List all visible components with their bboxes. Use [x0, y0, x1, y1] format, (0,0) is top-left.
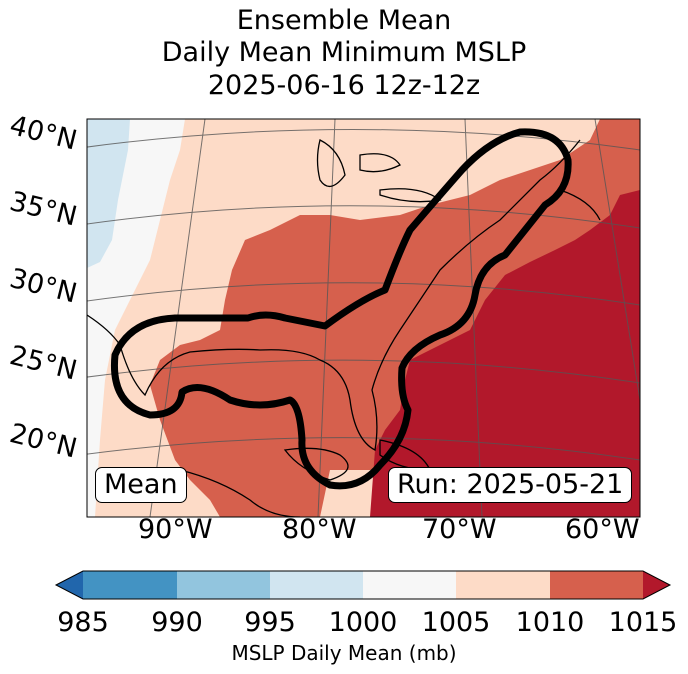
colorbar-label: MSLP Daily Mean (mb): [231, 641, 457, 665]
map-frame: [86, 118, 641, 518]
contour-line: [110, 128, 572, 490]
colorbar-tick: 1000: [328, 607, 398, 638]
lon-label-70w: 70°W: [422, 514, 497, 545]
colorbar-segment: [550, 571, 643, 599]
colorbar-tick: 1010: [515, 607, 585, 638]
title-line-2: Daily Mean Minimum MSLP: [161, 37, 527, 68]
graticule: [87, 119, 640, 517]
colorbar-tick: 995: [244, 607, 296, 638]
mean-label-box: Mean: [95, 467, 187, 503]
field-1015: [370, 190, 640, 517]
colorbar-extend-low: [56, 571, 83, 599]
colorbar-extend-high: [643, 571, 670, 599]
colorbar-segment: [177, 571, 270, 599]
colorbar-segment: [363, 571, 456, 599]
lon-label-90w: 90°W: [138, 514, 213, 545]
colorbar-tick: 1005: [421, 607, 491, 638]
colorbar-tick: 990: [151, 607, 203, 638]
field-1005: [87, 119, 600, 517]
colorbar: [54, 570, 672, 600]
lon-label-60w: 60°W: [565, 514, 640, 545]
field-995: [87, 119, 130, 268]
run-date-box: Run: 2025-05-21: [388, 467, 633, 503]
title-line-3: 2025-06-16 12z-12z: [207, 70, 481, 101]
colorbar-tick: 1015: [608, 607, 678, 638]
colorbar-segment: [83, 571, 177, 599]
title-line-1: Ensemble Mean: [236, 5, 452, 36]
colorbar-segment: [270, 571, 363, 599]
lon-label-80w: 80°W: [282, 514, 357, 545]
colorbar-segment: [456, 571, 550, 599]
colorbar-tick: 985: [57, 607, 109, 638]
